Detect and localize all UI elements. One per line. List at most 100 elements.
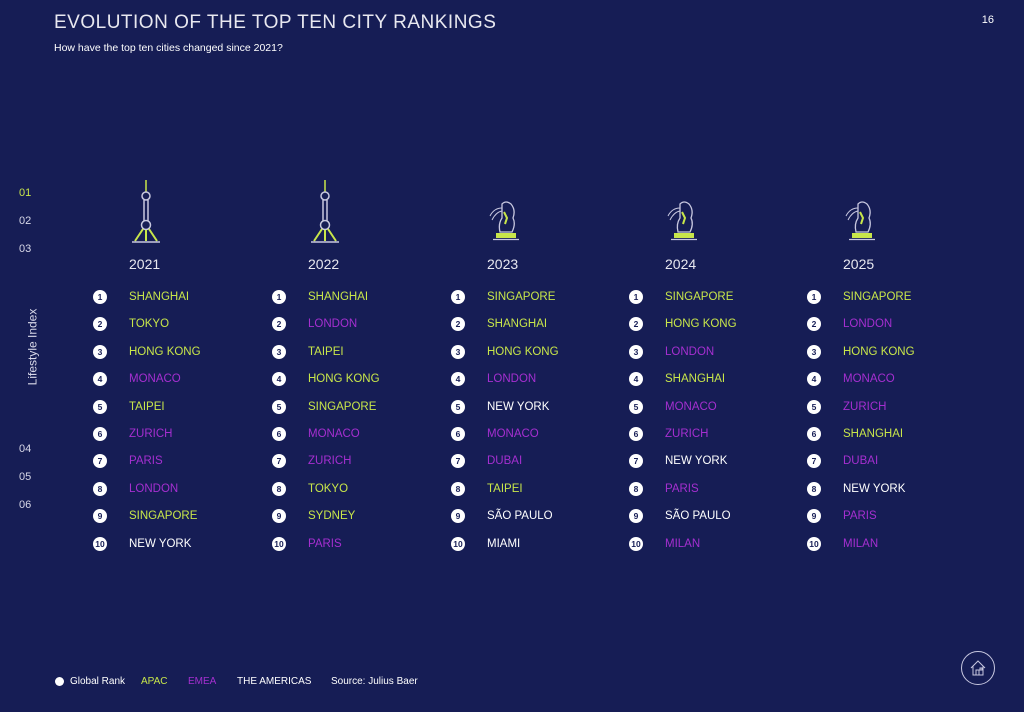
- rank-badge: 2: [807, 317, 821, 332]
- city-name: SHANGHAI: [487, 318, 548, 331]
- list-item: 8 PARIS: [629, 481, 799, 497]
- rank-badge: 1: [629, 290, 643, 304]
- list-item: 4 SHANGHAI: [629, 371, 799, 387]
- side-nav-item-06[interactable]: 06: [19, 499, 32, 511]
- oriental-pearl-tower-icon: [305, 178, 345, 244]
- list-item: 7 DUBAI: [451, 453, 621, 469]
- city-name: ZURICH: [843, 400, 887, 413]
- side-nav-item-05[interactable]: 05: [19, 471, 32, 483]
- city-name: MILAN: [665, 537, 701, 550]
- city-name: HONG KONG: [129, 345, 201, 358]
- list-item: 9 SÃO PAULO: [451, 508, 621, 524]
- city-name: MILAN: [843, 537, 879, 550]
- list-item: 5 NEW YORK: [451, 399, 621, 415]
- home-icon: [970, 660, 986, 676]
- rank-badge: 5: [807, 399, 821, 414]
- city-name: TAIPEI: [129, 400, 165, 413]
- list-item: 4 MONACO: [93, 371, 263, 387]
- city-name: LONDON: [308, 318, 358, 331]
- city-name: SÃO PAULO: [665, 510, 731, 523]
- list-item: 2 LONDON: [272, 316, 442, 332]
- rank-badge: 4: [807, 372, 821, 387]
- city-name: TAIPEI: [487, 482, 523, 495]
- rank-badge: 8: [93, 481, 107, 496]
- city-name: PARIS: [129, 455, 163, 468]
- rank-badge: 5: [629, 399, 643, 414]
- list-item: 6 MONACO: [451, 426, 621, 442]
- rank-badge: 6: [93, 427, 107, 441]
- rank-badge: 8: [272, 481, 286, 496]
- list-item: 6 MONACO: [272, 426, 442, 442]
- list-item: 2 LONDON: [807, 316, 977, 332]
- rank-badge: 10: [93, 536, 107, 551]
- city-name: NEW YORK: [129, 537, 192, 550]
- city-name: HONG KONG: [843, 345, 915, 358]
- rank-badge: 2: [272, 317, 286, 332]
- city-name: SINGAPORE: [665, 291, 734, 303]
- city-name: SINGAPORE: [129, 510, 198, 523]
- side-nav-item-02[interactable]: 02: [19, 215, 32, 227]
- rank-badge: 4: [451, 372, 465, 387]
- rank-badge: 1: [451, 290, 465, 304]
- year-label: 2021: [129, 256, 161, 272]
- rank-badge: 3: [272, 344, 286, 359]
- rank-badge: 10: [807, 536, 821, 551]
- list-item: 3 HONG KONG: [451, 344, 621, 360]
- city-name: DUBAI: [487, 455, 523, 468]
- home-button[interactable]: [961, 651, 995, 685]
- list-item: 9 SYDNEY: [272, 508, 442, 524]
- legend-label: Global Rank: [70, 676, 126, 687]
- year-label: 2022: [308, 256, 340, 272]
- rank-badge: 5: [272, 399, 286, 414]
- city-name: SINGAPORE: [843, 291, 912, 303]
- rank-badge: 6: [451, 427, 465, 441]
- side-nav-item-01[interactable]: 01: [19, 187, 32, 199]
- list-item: 2 SHANGHAI: [451, 316, 621, 332]
- list-item: 3 HONG KONG: [93, 344, 263, 360]
- rank-badge: 2: [629, 317, 643, 332]
- list-item: 9 SINGAPORE: [93, 508, 263, 524]
- rank-badge: 10: [272, 536, 286, 551]
- side-nav-item-04[interactable]: 04: [19, 443, 32, 455]
- city-name: ZURICH: [129, 428, 173, 440]
- city-name: SYDNEY: [308, 510, 356, 523]
- city-name: SINGAPORE: [308, 400, 377, 413]
- merlion-icon: [484, 178, 524, 244]
- page-title: EVOLUTION OF THE TOP TEN CITY RANKINGS: [54, 12, 497, 33]
- list-item: 4 HONG KONG: [272, 371, 442, 387]
- rank-badge: 8: [629, 481, 643, 496]
- list-item: 4 LONDON: [451, 371, 621, 387]
- city-name: MONACO: [665, 400, 717, 413]
- city-name: LONDON: [487, 373, 537, 386]
- rank-badge: 1: [93, 290, 107, 304]
- page-number: 16: [981, 14, 994, 26]
- rank-badge: 9: [629, 509, 643, 524]
- list-item: 3 HONG KONG: [807, 344, 977, 360]
- legend-apac: APAC: [141, 676, 168, 687]
- list-item: 10 MILAN: [629, 536, 799, 552]
- city-name: PARIS: [308, 537, 342, 550]
- list-item: 2 TOKYO: [93, 316, 263, 332]
- city-name: LONDON: [843, 318, 893, 331]
- rank-badge: 9: [272, 509, 286, 524]
- list-item: 10 MILAN: [807, 536, 977, 552]
- city-name: MONACO: [487, 428, 539, 440]
- side-nav-item-03[interactable]: 03: [19, 243, 32, 255]
- global-rank-dot-icon: [55, 677, 64, 686]
- rank-badge: 9: [451, 509, 465, 524]
- rank-badge: 7: [272, 454, 286, 469]
- list-item: 9 PARIS: [807, 508, 977, 524]
- city-name: HONG KONG: [308, 373, 380, 386]
- city-name: MONACO: [843, 373, 895, 386]
- city-name: HONG KONG: [665, 318, 737, 331]
- rank-badge: 8: [807, 481, 821, 496]
- rank-badge: 3: [629, 344, 643, 359]
- rank-badge: 1: [807, 290, 821, 304]
- list-item: 7 ZURICH: [272, 453, 442, 469]
- source-note: Source: Julius Baer: [331, 676, 418, 687]
- city-name: NEW YORK: [843, 482, 906, 495]
- list-item: 1 SINGAPORE: [629, 289, 799, 305]
- list-item: 7 PARIS: [93, 453, 263, 469]
- list-item: 1 SINGAPORE: [451, 289, 621, 305]
- page-subtitle: How have the top ten cities changed sinc…: [54, 42, 283, 54]
